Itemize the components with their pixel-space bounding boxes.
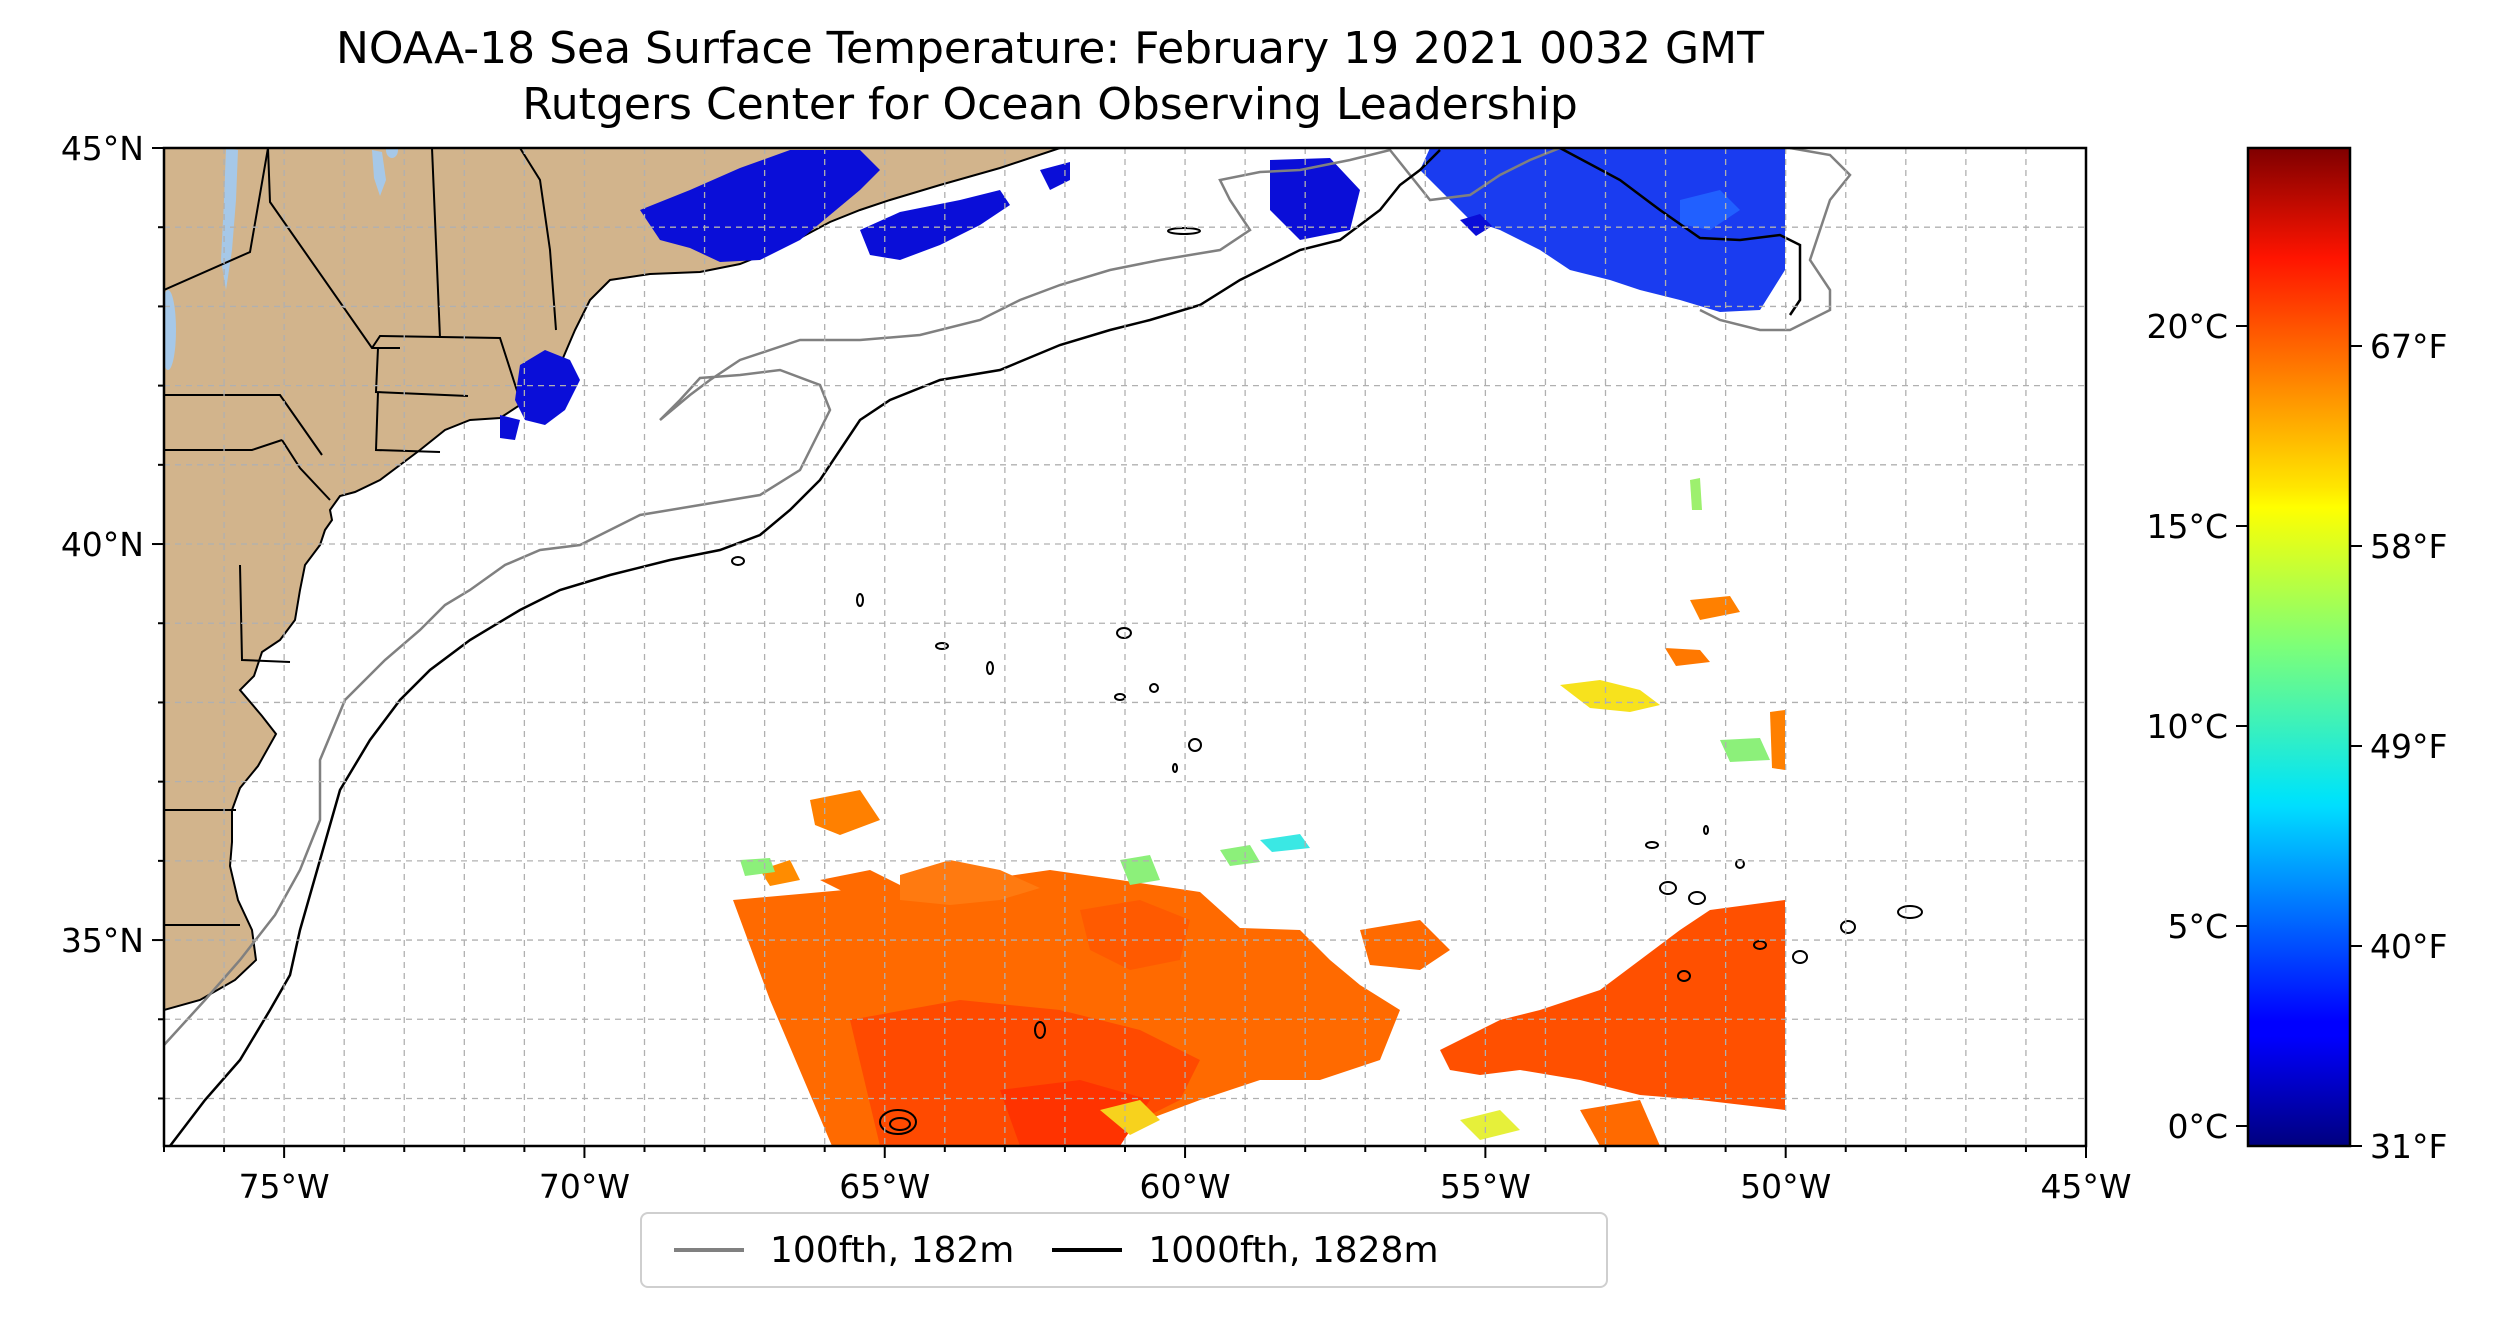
celsius-tick-label: 0°C [2167,1107,2228,1146]
legend-label-100fth: 100fth, 182m [770,1229,1015,1271]
seamounts [731,227,1923,1135]
contour-1000fth [169,148,1802,1146]
sst-mild-patches [740,478,1770,1140]
lakes [164,148,398,370]
celsius-tick-label: 20°C [2146,307,2228,346]
fahrenheit-tick-label: 58°F [2370,527,2447,566]
legend-line-1000fth [1052,1248,1123,1252]
state-borders [164,148,557,926]
sst-cold-patches [500,148,1785,440]
bathymetry-contours [164,148,1852,1146]
legend-label-1000fth: 1000fth, 1828m [1148,1229,1439,1271]
lon-tick-label: 50°W [1740,1167,1831,1206]
legend-line-100fth [674,1248,744,1252]
lat-tick-label: 35°N [61,921,144,960]
lon-tick-label: 70°W [539,1167,630,1206]
celsius-tick-label: 15°C [2146,507,2228,546]
map-subtitle: Rutgers Center for Ocean Observing Leade… [522,79,1578,130]
lon-tick-label: 75°W [239,1167,330,1206]
sst-warm-patches [733,596,1785,1146]
celsius-tick-label: 5°C [2167,907,2228,946]
lat-tick-label: 40°N [61,525,144,564]
lon-tick-label: 60°W [1140,1167,1231,1206]
fahrenheit-tick-label: 49°F [2370,727,2447,766]
lon-tick-label: 55°W [1440,1167,1531,1206]
axis-ticks: 75°W 70°W 65°W 60°W 55°W 50°W 45°W 35°N 40°N 45°N [61,129,2132,1206]
celsius-tick-label: 10°C [2146,707,2228,746]
map-title: NOAA-18 Sea Surface Temperature: Februar… [336,23,1764,74]
legend-item-1000fth: 1000fth, 1828m [1020,1229,1439,1271]
legend-item-100fth: 100fth, 182m [642,1230,1014,1271]
lon-tick-label: 65°W [839,1167,930,1206]
contour-100fth [164,148,1852,1046]
map-area [164,148,2086,1146]
gridlines [164,148,2086,1146]
fahrenheit-tick-label: 31°F [2370,1127,2447,1166]
lat-tick-label: 45°N [61,129,144,168]
colorbar-ticks: 0°C 5°C 10°C 15°C 20°C 31°F 40°F 49°F 58°F 67°F [2146,307,2447,1166]
map-legend: 100fth, 182m 1000fth, 1828m [640,1212,1608,1288]
lon-tick-label: 45°W [2040,1167,2131,1206]
fahrenheit-tick-label: 40°F [2370,927,2447,966]
fahrenheit-tick-label: 67°F [2370,327,2447,366]
colorbar [2246,146,2352,1148]
